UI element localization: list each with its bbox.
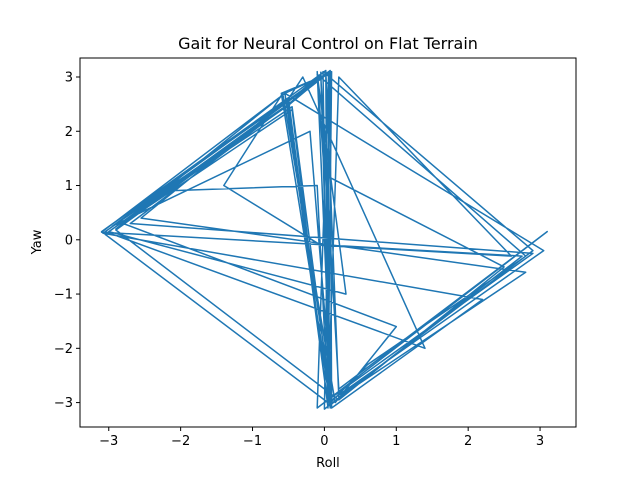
y-tick-label: 2: [65, 125, 73, 140]
x-tick-label: 2: [464, 434, 472, 449]
y-tick-label: 3: [65, 70, 73, 85]
x-tick-label: 3: [536, 434, 544, 449]
y-axis-label: Yaw: [30, 229, 45, 255]
chart-title: Gait for Neural Control on Flat Terrain: [178, 34, 478, 53]
y-tick-label: 0: [65, 233, 73, 248]
x-tick-label: −1: [243, 434, 262, 449]
plot-area: [100, 69, 548, 410]
x-axis: −3 −2 −1 0 1 2 3: [99, 427, 544, 449]
y-tick-label: −2: [54, 342, 73, 357]
x-tick-label: 0: [320, 434, 328, 449]
y-axis: −3 −2 −1 0 1 2 3: [54, 70, 80, 411]
y-tick-label: −1: [54, 288, 73, 303]
x-tick-label: −3: [99, 434, 118, 449]
y-tick-label: −3: [54, 396, 73, 411]
y-tick-label: 1: [65, 179, 73, 194]
x-axis-label: Roll: [316, 456, 340, 471]
series-line-0: [100, 69, 548, 410]
x-tick-label: 1: [392, 434, 400, 449]
x-tick-label: −2: [171, 434, 190, 449]
axes-frame: [79, 57, 577, 428]
